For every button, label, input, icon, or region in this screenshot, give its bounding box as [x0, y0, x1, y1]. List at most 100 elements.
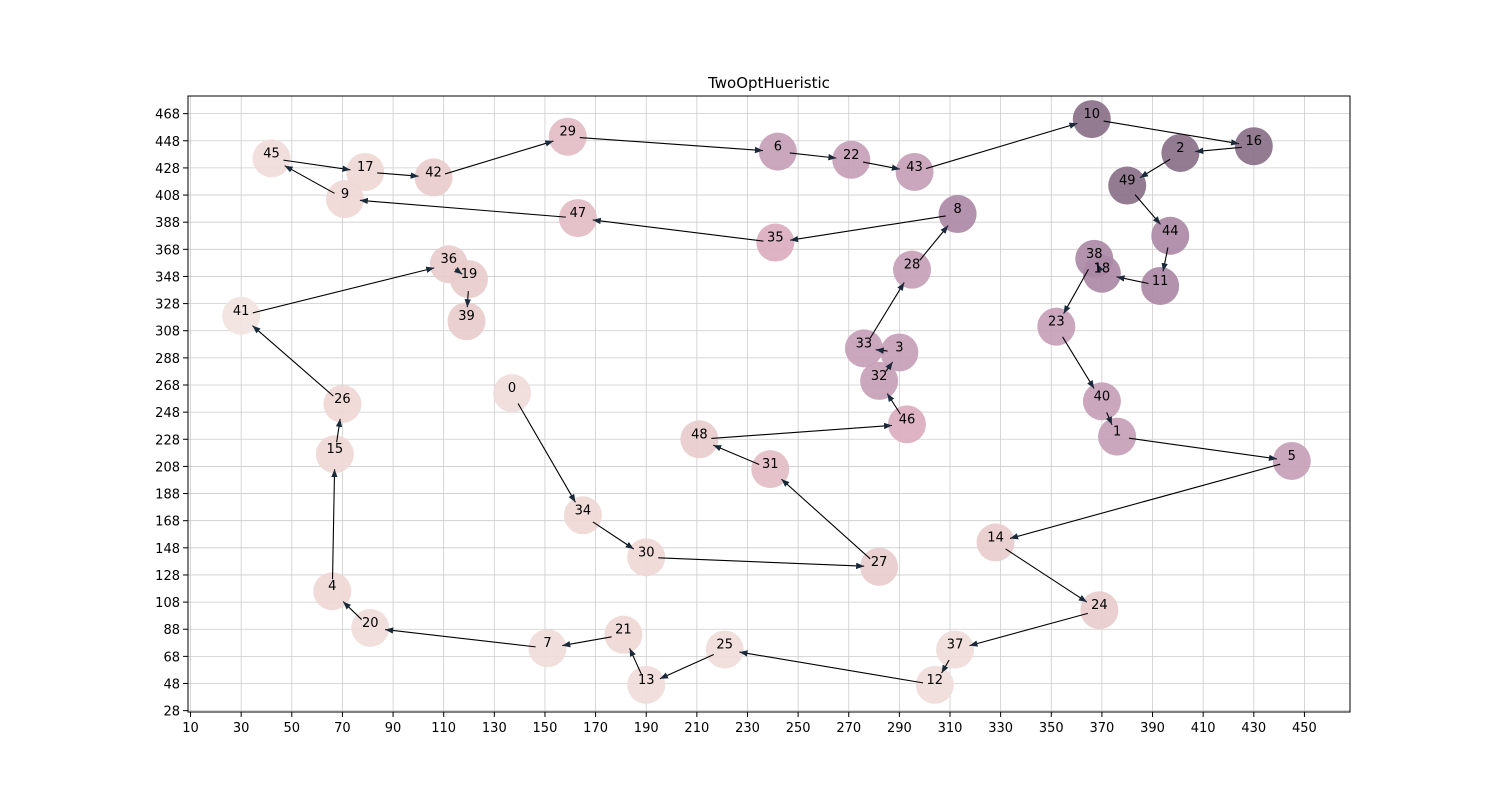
city-label-16: 16: [1246, 134, 1263, 149]
city-label-18: 18: [1094, 262, 1111, 277]
tour-edge-13-21: [629, 648, 642, 675]
y-tick-label: 248: [155, 406, 180, 421]
tour-edge-3-33: [875, 347, 888, 354]
tour-edge-48-46: [711, 422, 893, 439]
x-tick-label: 110: [431, 721, 456, 736]
city-label-4: 4: [328, 579, 336, 594]
city-label-47: 47: [570, 206, 587, 221]
tour-edge-21-7: [562, 636, 612, 648]
city-node-0: [493, 374, 532, 413]
city-label-10: 10: [1084, 107, 1101, 122]
city-node-44: [1151, 216, 1190, 255]
city-label-30: 30: [638, 545, 655, 560]
tour-edge-35-47: [592, 217, 764, 242]
city-node-43: [895, 152, 934, 191]
y-tick-label: 388: [155, 216, 180, 231]
city-node-17: [346, 152, 385, 191]
city-label-37: 37: [947, 638, 964, 653]
city-node-10: [1072, 100, 1111, 139]
city-label-11: 11: [1152, 274, 1169, 289]
x-tick-label: 290: [887, 721, 912, 736]
city-node-13: [627, 665, 666, 704]
city-label-26: 26: [334, 392, 351, 407]
tour-edge-20-4: [342, 601, 363, 620]
y-tick-label: 428: [155, 162, 180, 177]
y-tick-label: 148: [155, 542, 180, 557]
tour-edge-37-12: [941, 659, 950, 674]
x-tick-label: 170: [583, 721, 608, 736]
x-tick-label: 90: [385, 721, 402, 736]
tour-edge-49-44: [1134, 194, 1161, 225]
city-label-48: 48: [691, 427, 708, 442]
tour-edge-17-42: [377, 172, 419, 179]
city-node-24: [1080, 591, 1119, 630]
city-node-2: [1161, 133, 1200, 172]
tour-edge-8-35: [790, 215, 946, 243]
tour-edge-34-30: [592, 521, 635, 550]
city-node-48: [680, 420, 719, 459]
x-tick-label: 370: [1089, 721, 1114, 736]
city-node-31: [751, 450, 790, 489]
y-tick-label: 128: [155, 569, 180, 584]
city-label-20: 20: [362, 616, 379, 631]
y-tick-label: 288: [155, 352, 180, 367]
city-label-7: 7: [543, 636, 551, 651]
tour-edge-24-37: [969, 612, 1088, 647]
x-tick-label: 190: [634, 721, 659, 736]
city-label-46: 46: [899, 412, 916, 427]
tour-edge-29-6: [579, 137, 763, 154]
city-node-47: [558, 199, 597, 238]
city-node-35: [756, 223, 795, 262]
tour-edge-42-29: [444, 140, 554, 175]
tour-edge-19-39: [464, 291, 471, 308]
x-tick-label: 410: [1191, 721, 1216, 736]
city-label-27: 27: [871, 555, 888, 570]
x-tick-label: 310: [938, 721, 963, 736]
city-label-23: 23: [1048, 315, 1065, 330]
tour-edge-18-38: [1096, 263, 1104, 273]
city-node-22: [832, 140, 871, 179]
city-node-16: [1234, 127, 1273, 166]
y-tick-label: 228: [155, 433, 180, 448]
city-label-24: 24: [1091, 598, 1108, 613]
tour-edge-31-48: [712, 444, 760, 465]
city-node-39: [447, 302, 486, 341]
city-label-14: 14: [987, 530, 1004, 545]
x-tick-label: 250: [786, 721, 811, 736]
tour-edge-28-8: [919, 225, 949, 261]
x-tick-label: 450: [1292, 721, 1317, 736]
tour-edge-46-32: [886, 393, 901, 415]
y-tick-label: 308: [155, 325, 180, 340]
tour-edge-7-20: [385, 627, 536, 648]
city-node-28: [893, 250, 932, 289]
city-node-46: [887, 405, 926, 444]
tour-edge-14-24: [1005, 548, 1088, 603]
tour-edge-45-17: [283, 159, 351, 172]
tour-edge-25-13: [659, 654, 714, 680]
city-node-4: [313, 572, 352, 611]
city-node-25: [705, 630, 744, 669]
x-tick-label: 330: [988, 721, 1013, 736]
city-label-38: 38: [1086, 247, 1103, 262]
tour-edges: [252, 120, 1281, 684]
x-tick-label: 130: [482, 721, 507, 736]
city-label-33: 33: [856, 336, 873, 351]
city-node-29: [548, 117, 587, 156]
tour-edge-23-40: [1062, 336, 1095, 389]
city-nodes: [222, 100, 1311, 704]
y-tick-label: 28: [163, 705, 180, 720]
y-tick-label: 168: [155, 515, 180, 530]
city-label-12: 12: [927, 673, 944, 688]
city-label-3: 3: [895, 340, 903, 355]
city-label-6: 6: [774, 140, 782, 155]
city-label-0: 0: [508, 381, 516, 396]
y-tick-label: 328: [155, 298, 180, 313]
city-node-42: [414, 158, 453, 197]
city-label-32: 32: [871, 369, 888, 384]
tour-edge-11-18: [1116, 275, 1149, 285]
tour-edge-44-11: [1161, 247, 1169, 272]
city-label-36: 36: [440, 252, 457, 267]
city-label-45: 45: [263, 146, 280, 161]
x-tick-label: 350: [1039, 721, 1064, 736]
